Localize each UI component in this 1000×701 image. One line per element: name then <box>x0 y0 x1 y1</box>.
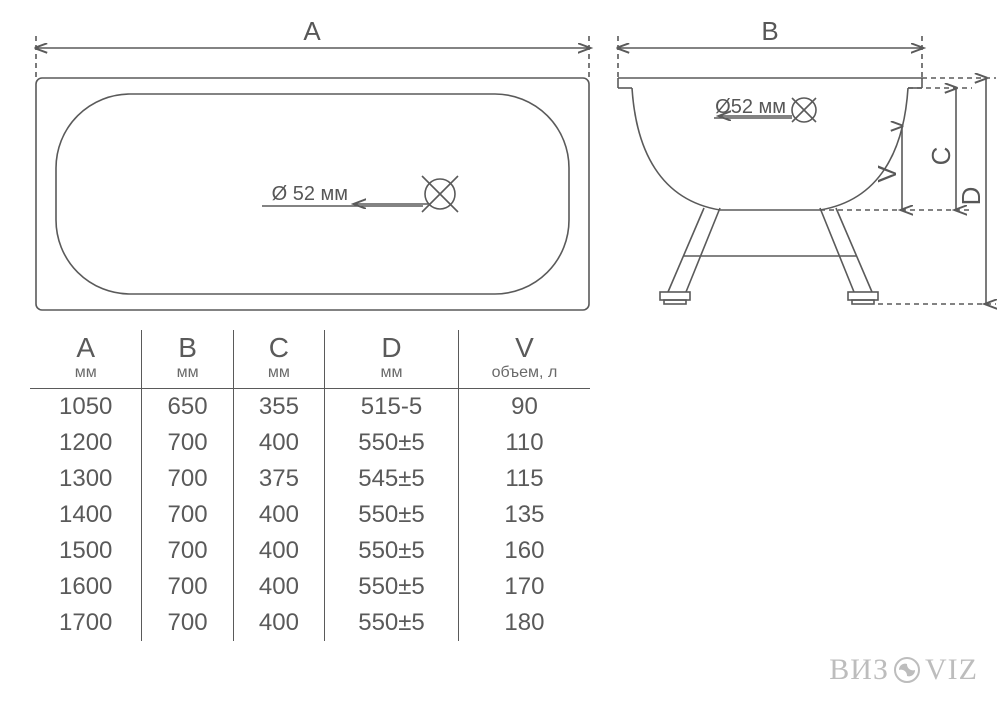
table-row: 1400 700 400 550±5 135 <box>30 497 590 533</box>
brand-logo: ВИЗ VIZ <box>829 653 978 687</box>
dimensions-table: A B C D V мм мм мм мм объем, л 1050 650 … <box>30 330 590 641</box>
table-row: 1200 700 400 550±5 110 <box>30 425 590 461</box>
table-row: 1050 650 355 515-5 90 <box>30 389 590 426</box>
col-V-header: V <box>458 330 590 364</box>
table-row: 1700 700 400 550±5 180 <box>30 605 590 641</box>
top-view: Ø 52 мм A <box>36 16 589 310</box>
table-header-row: A B C D V <box>30 330 590 364</box>
drain-hole-top <box>422 176 458 212</box>
technical-drawing: Ø 52 мм A <box>0 0 1000 330</box>
table-row: 1300 700 375 545±5 115 <box>30 461 590 497</box>
col-A-header: A <box>30 330 142 364</box>
dim-A-label: A <box>303 16 321 46</box>
table-row: 1600 700 400 550±5 170 <box>30 569 590 605</box>
dim-D-label: D <box>956 187 986 206</box>
dim-B-label: B <box>761 16 778 46</box>
col-A-unit: мм <box>30 364 142 389</box>
drain-label-side: Ø52 мм <box>715 96 786 118</box>
logo-right-text: VIZ <box>925 653 978 687</box>
table-unit-row: мм мм мм мм объем, л <box>30 364 590 389</box>
drain-hole-side <box>792 98 816 122</box>
drain-label-top: Ø 52 мм <box>272 183 348 205</box>
dim-C-label: C <box>926 147 956 166</box>
dim-V-label: V <box>872 165 902 183</box>
col-V-unit: объем, л <box>458 364 590 389</box>
col-C-header: C <box>233 330 324 364</box>
logo-icon <box>893 656 921 684</box>
col-B-header: B <box>142 330 233 364</box>
side-view: Ø52 мм B C D V <box>618 16 996 304</box>
col-B-unit: мм <box>142 364 233 389</box>
logo-left-text: ВИЗ <box>829 653 889 687</box>
col-D-unit: мм <box>325 364 459 389</box>
table-row: 1500 700 400 550±5 160 <box>30 533 590 569</box>
col-C-unit: мм <box>233 364 324 389</box>
table-body: 1050 650 355 515-5 90 1200 700 400 550±5… <box>30 389 590 642</box>
col-D-header: D <box>325 330 459 364</box>
